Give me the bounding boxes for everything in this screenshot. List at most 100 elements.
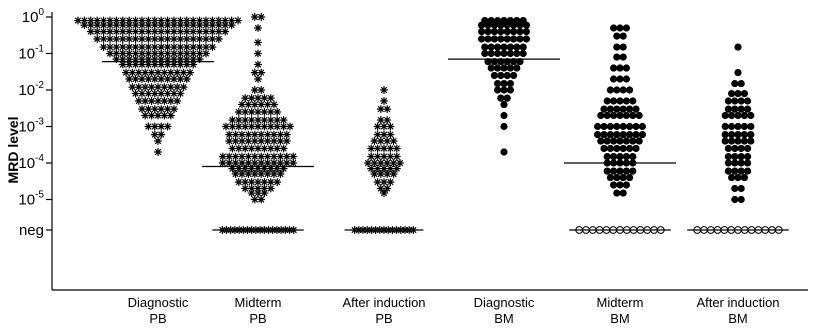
data-point (254, 122, 262, 131)
data-point (86, 27, 95, 36)
data-point (740, 137, 749, 145)
data-point (635, 137, 643, 145)
data-point (150, 130, 159, 139)
y-axis-label: MRD level (5, 117, 21, 184)
data-point (125, 34, 134, 43)
data-point (487, 49, 495, 58)
data-point (202, 34, 210, 43)
data-point (163, 122, 172, 131)
data-point (478, 27, 486, 36)
data-point (263, 137, 272, 146)
data-point (241, 178, 250, 187)
data-point (497, 35, 505, 43)
data-point (131, 75, 140, 84)
data-point (737, 195, 745, 204)
data-point (626, 131, 634, 139)
data-point (603, 111, 611, 120)
data-point (241, 107, 250, 116)
data-point (606, 173, 615, 182)
data-point (222, 122, 230, 131)
data-point (144, 55, 153, 64)
data-point (487, 43, 495, 51)
data-point (131, 34, 140, 43)
data-point (721, 111, 729, 120)
data-point (150, 21, 159, 30)
data-point (509, 58, 518, 66)
data-point (380, 130, 388, 139)
data-point (279, 144, 288, 153)
data-point (622, 137, 631, 145)
data-point (519, 49, 527, 58)
data-point (144, 27, 153, 36)
data-point (186, 68, 194, 77)
data-point (189, 34, 198, 43)
data-point (389, 169, 398, 178)
data-point (626, 105, 634, 113)
data-point (500, 79, 508, 88)
data-point (254, 178, 262, 187)
data-point (370, 169, 379, 178)
data-point (519, 43, 527, 51)
data-point (516, 58, 524, 66)
data-point (257, 137, 266, 146)
data-point (157, 43, 166, 52)
x-category-label: BM (494, 311, 514, 326)
data-point (227, 21, 236, 30)
data-point (737, 105, 745, 113)
data-point (629, 111, 637, 120)
data-point (484, 21, 492, 29)
data-point (105, 21, 115, 30)
data-point (610, 64, 618, 72)
data-point (138, 27, 146, 36)
data-point (154, 148, 162, 157)
y-tick-label: 10-2 (18, 80, 44, 99)
data-point (386, 122, 395, 131)
data-point (613, 189, 621, 197)
x-category-label: Midterm (597, 295, 644, 310)
data-point (141, 83, 150, 92)
data-point (373, 178, 382, 187)
data-point (131, 89, 140, 98)
data-point (263, 100, 272, 109)
data-point (157, 21, 166, 30)
data-point (737, 184, 745, 193)
data-point (254, 23, 262, 32)
data-point (125, 27, 134, 36)
data-point (724, 167, 733, 175)
data-point (128, 83, 137, 92)
data-point (247, 189, 256, 198)
data-point (276, 137, 285, 146)
x-category-label: Diagnostic (128, 295, 189, 310)
data-point (238, 137, 246, 146)
data-point (500, 111, 508, 120)
data-point (638, 131, 647, 139)
data-point (163, 105, 172, 114)
data-point (144, 75, 153, 84)
data-point (182, 60, 191, 69)
data-point (376, 159, 385, 167)
data-point (182, 21, 191, 30)
data-point (176, 16, 185, 25)
data-point (138, 89, 146, 98)
x-category-label: BM (610, 311, 630, 326)
data-point (276, 130, 285, 139)
data-point (118, 43, 127, 52)
data-point (150, 105, 159, 114)
data-point (195, 21, 204, 30)
data-point (522, 35, 531, 43)
data-point (386, 164, 395, 173)
data-point (128, 68, 137, 77)
data-point (276, 169, 285, 178)
data-point (613, 131, 621, 139)
data-point (516, 27, 524, 36)
data-point (176, 27, 185, 36)
data-point (509, 21, 518, 29)
data-point (173, 83, 182, 92)
data-point (160, 96, 169, 105)
data-point (134, 83, 143, 92)
data-point (270, 100, 278, 109)
data-point (376, 169, 385, 178)
data-point (234, 122, 243, 131)
data-point (118, 21, 127, 30)
data-point (724, 97, 733, 105)
